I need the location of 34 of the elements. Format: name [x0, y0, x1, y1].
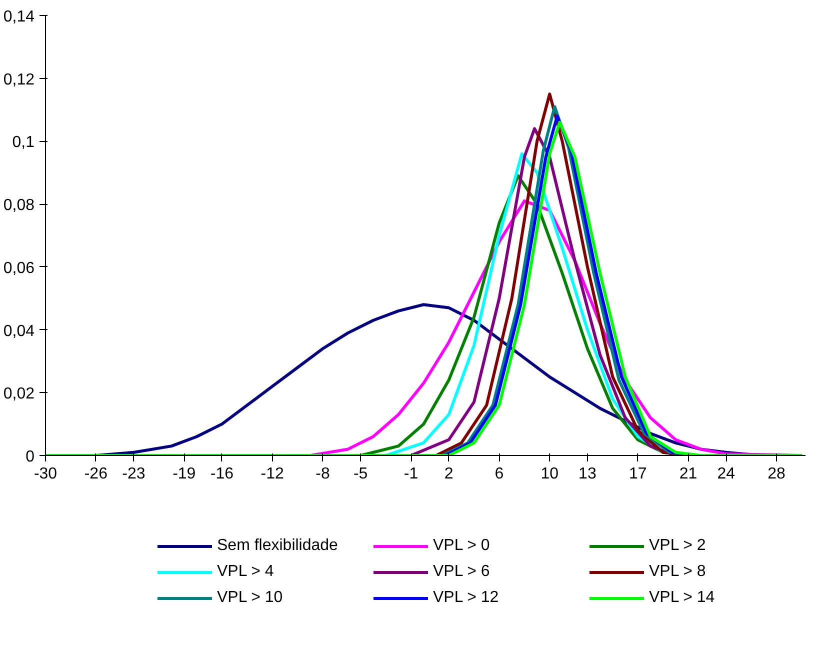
y-tick-label: 0,1: [12, 134, 35, 152]
legend-label: VPL > 4: [217, 563, 275, 581]
x-tick-label: 24: [717, 466, 736, 482]
x-tick-label: 28: [768, 466, 786, 482]
legend-label: VPL > 8: [649, 563, 707, 581]
x-tick-label: 21: [679, 466, 698, 482]
x-tick-label: -16: [210, 466, 234, 482]
y-tick-label: 0,08: [3, 197, 35, 214]
x-tick-label: -5: [353, 466, 368, 482]
legend-label: Sem flexibilidade: [217, 537, 339, 555]
x-tick-label: 6: [494, 466, 504, 482]
y-tick-label: 0,04: [3, 322, 35, 340]
x-tick-label: -19: [172, 466, 196, 482]
x-tick-label: -12: [260, 466, 284, 482]
legend-label: VPL > 6: [433, 563, 491, 581]
legend-label: VPL > 14: [649, 589, 716, 607]
y-tick-label: 0,02: [3, 386, 35, 403]
legend-label: VPL > 2: [649, 537, 707, 555]
legend-label: VPL > 10: [217, 589, 284, 607]
x-tick-label: -30: [34, 466, 58, 482]
legend-label: VPL > 12: [433, 589, 500, 607]
y-tick-label: 0,12: [3, 71, 35, 88]
x-tick-label: 17: [628, 466, 647, 482]
y-tick-label: 0: [26, 448, 35, 466]
x-tick-label: -1: [404, 466, 418, 482]
x-tick-label: 13: [578, 466, 596, 482]
x-tick-label: 10: [540, 466, 559, 482]
y-tick-label: 0,06: [3, 260, 35, 277]
x-tick-label: -26: [84, 466, 108, 482]
x-tick-label: -8: [316, 466, 330, 482]
y-tick-label: 0,14: [3, 8, 35, 26]
legend-label: VPL > 0: [433, 537, 491, 555]
x-tick-label: 2: [444, 466, 454, 482]
x-tick-label: -23: [122, 466, 146, 482]
